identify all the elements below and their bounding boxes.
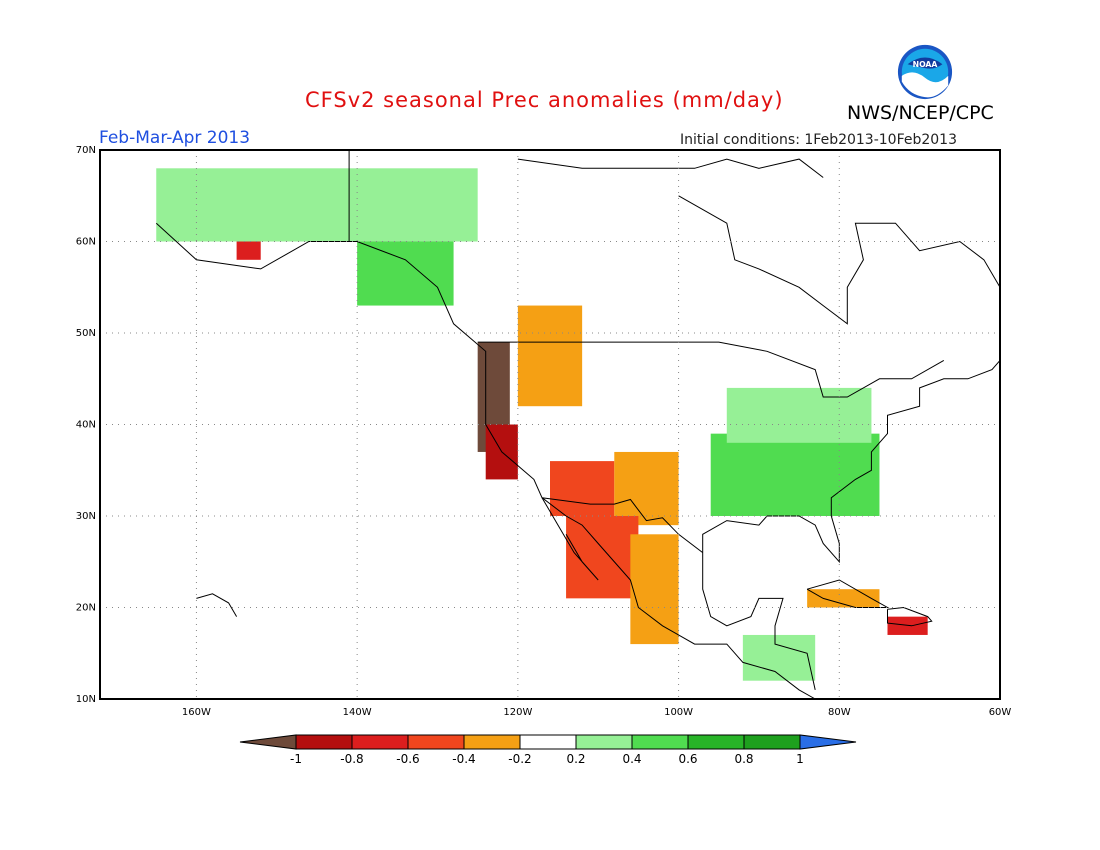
coastline — [541, 497, 704, 553]
coastline — [517, 158, 824, 178]
lat-tick-label: 10N — [76, 694, 96, 705]
coastline — [541, 497, 599, 581]
map-frame — [99, 149, 1001, 700]
initial-conditions-label: Initial conditions: 1Feb2013-10Feb2013 — [680, 132, 957, 148]
lon-tick-label: 60W — [989, 707, 1012, 718]
anomaly-region — [156, 168, 478, 242]
logo-text: NOAA — [913, 60, 938, 69]
colorbar-swatch — [463, 734, 521, 750]
lat-tick-label: 50N — [76, 328, 96, 339]
anomaly-region — [517, 305, 583, 407]
colorbar-swatch — [575, 734, 633, 750]
lon-tick-label: 160W — [182, 707, 211, 718]
anomaly-region — [726, 387, 872, 443]
colorbar-swatch — [519, 734, 577, 750]
anomaly-region — [550, 461, 615, 516]
lat-tick-label: 30N — [76, 511, 96, 522]
period-label: Feb-Mar-Apr 2013 — [99, 128, 251, 148]
anomaly-region — [630, 534, 679, 645]
colorbar-swatch — [631, 734, 689, 750]
axis-tick-layer: 160W 140W 120W 100W 80W 60W 70N 60N 50N 40N 30N 20N… — [76, 145, 1012, 718]
coastline — [196, 593, 238, 617]
lat-tick-label: 20N — [76, 603, 96, 614]
anomaly-region — [807, 589, 880, 608]
noaa-logo: NOAA — [897, 44, 953, 100]
coastline — [702, 552, 816, 691]
lat-tick-label: 70N — [76, 145, 96, 156]
gridline-layer — [100, 149, 1001, 700]
colorbar-label: -0.6 — [396, 752, 419, 766]
coastline-layer — [155, 150, 1001, 700]
colorbar-swatch — [295, 734, 353, 750]
lon-tick-label: 120W — [503, 707, 532, 718]
anomaly-region — [710, 433, 880, 516]
coastline — [678, 195, 1001, 325]
coastline — [806, 579, 890, 608]
colorbar-swatch — [687, 734, 745, 750]
colorbar-label: -0.2 — [508, 752, 531, 766]
colorbar-label: 0.2 — [566, 752, 585, 766]
figure-title: CFSv2 seasonal Prec anomalies (mm/day) — [305, 88, 784, 112]
colorbar-swatch — [407, 734, 465, 750]
anomaly-region — [477, 342, 510, 452]
anomaly-region — [236, 241, 261, 260]
colorbar-label: -0.4 — [452, 752, 475, 766]
colorbar-label: 1 — [796, 752, 804, 766]
coastline — [702, 360, 1001, 564]
colorbar-label: 0.4 — [622, 752, 641, 766]
anomaly-region — [614, 451, 679, 526]
colorbar-label: -0.8 — [340, 752, 363, 766]
lon-tick-label: 100W — [664, 707, 693, 718]
colorbar-swatch — [743, 734, 801, 750]
anomaly-region — [566, 516, 639, 599]
lon-tick-label: 80W — [828, 707, 851, 718]
colorbar-arrow-high — [799, 734, 857, 750]
lat-tick-label: 60N — [76, 237, 96, 248]
colorbar-label: 0.8 — [734, 752, 753, 766]
colorbar-arrow-low — [239, 734, 297, 750]
anomaly-region — [485, 424, 518, 480]
colorbar-label: -1 — [290, 752, 302, 766]
lat-tick-label: 40N — [76, 420, 96, 431]
anomaly-fill-layer — [156, 168, 928, 681]
anomaly-region — [742, 634, 816, 681]
coastline — [477, 341, 945, 398]
coastline — [155, 222, 816, 700]
anomaly-region — [750, 461, 840, 507]
anomaly-region — [357, 232, 454, 306]
colorbar-swatch — [351, 734, 409, 750]
coastline — [887, 606, 933, 627]
agency-label: NWS/NCEP/CPC — [847, 102, 994, 124]
colorbar-label: 0.6 — [678, 752, 697, 766]
anomaly-region — [887, 616, 928, 635]
lon-tick-label: 140W — [343, 707, 372, 718]
colorbar: -1 -0.8 -0.6 -0.4 -0.2 0.2 0.4 0.6 0.8 1 — [239, 734, 857, 766]
